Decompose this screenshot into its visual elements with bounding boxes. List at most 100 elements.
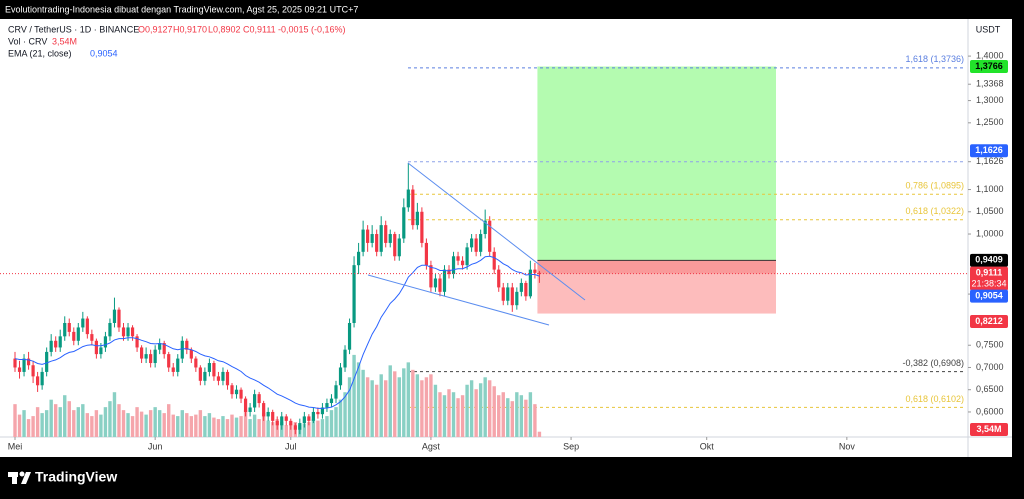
volume-label-box [970,423,1008,436]
candle-body [397,238,401,257]
candle-body [72,331,76,341]
volume-bar [320,419,325,437]
candle-body [501,287,505,301]
volume-bar [284,425,288,437]
volume-legend-value: 3,54M [52,36,77,46]
volume-bar [533,404,537,437]
candle-body [203,371,207,381]
volume-bar [483,377,487,437]
candle-body [460,260,465,266]
volume-bar [176,416,180,437]
candle-body [456,256,460,261]
volume-bar [44,410,49,437]
candle-body [49,340,53,352]
profit-zone [537,66,776,261]
candle-body [266,411,270,417]
candle-body [221,371,225,381]
candle-body [424,242,429,266]
ema-line [14,255,540,409]
volume-bar [108,401,112,437]
candle-body [126,327,130,337]
candle-body [40,371,44,386]
volume-bar [469,380,474,437]
price-label-box [970,144,1008,158]
trendline-upper [407,162,586,301]
candle-body [479,234,483,252]
volume-bar [338,399,343,437]
candle-body [298,423,302,430]
volume-bar [194,414,198,437]
candle-body [194,358,198,368]
candle-body [519,282,523,292]
candle-body [388,234,392,243]
volume-bar [365,377,370,437]
price-label-box [970,253,1008,267]
candle-body [248,407,252,412]
volume-bar [465,384,469,437]
candle-body [167,354,171,368]
volume-bar [374,384,379,437]
volume-bar [230,414,234,437]
volume-bar [17,414,22,437]
volume-bar [334,407,338,437]
price-label-box [970,60,1008,74]
volume-bar [506,398,510,437]
candle-body [393,234,397,257]
candle-body [474,238,478,252]
countdown: 21:38:34 [971,278,1006,288]
volume-bar [307,422,311,437]
volume-bar [221,416,225,437]
volume-bar [415,374,420,437]
price-label-box [970,289,1008,303]
volume-bar [370,380,374,437]
candle-body [171,367,175,372]
volume-bar [343,392,347,437]
candle-body [343,349,347,368]
candle-body [284,416,288,421]
candle-body [433,278,438,288]
volume-bar [234,417,239,437]
candle-body [325,403,329,408]
candle-body [253,394,257,408]
brand: TradingView [35,469,117,485]
price-label: 1,3766 [975,61,1003,71]
candle-body [99,347,103,355]
x-tick-label: Okt [700,441,715,451]
candle-body [488,220,492,252]
candle-body [257,394,261,404]
volume-bar [379,374,383,437]
candle-body [492,251,496,270]
candle-body [94,340,98,355]
candle-body [185,340,189,350]
volume-bar [148,410,153,437]
candle-body [384,225,388,243]
candle-body [406,189,410,208]
volume-bar [456,398,460,437]
volume-bar [433,384,438,437]
volume-bar [35,407,40,437]
volume-bar [189,416,194,437]
candle-body [76,327,80,341]
candle-body [85,318,89,335]
volume-bar [510,401,515,437]
ohlc-change: -0,0015 (-0,16%) [278,24,346,34]
y-tick-label: 1,1626 [976,156,1004,166]
volume-bar [198,410,203,437]
volume-bar [112,392,117,437]
x-tick-label: Sep [563,441,579,451]
volume-bar [424,377,429,437]
volume-bar [103,407,108,437]
candle-body [329,398,334,404]
y-tick-label: 0,6000 [976,406,1004,416]
candle-body [262,403,266,417]
volume-bar [185,413,189,437]
x-tick-label: Jun [148,441,163,451]
volume-bar [289,423,293,437]
price-label: 0,8212 [975,316,1003,326]
logo-part [19,471,25,477]
candle-body [31,365,35,377]
candle-body [316,411,320,415]
